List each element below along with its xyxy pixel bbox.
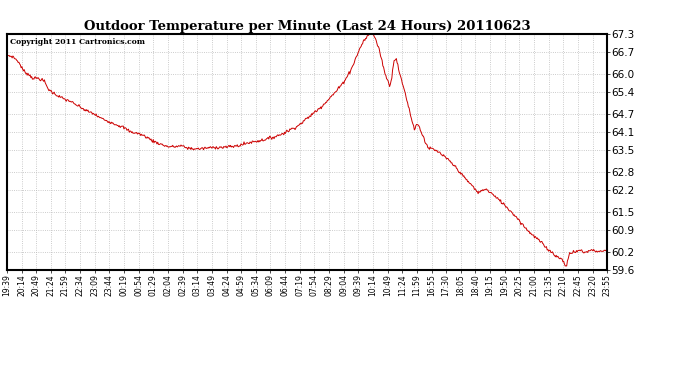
Text: Copyright 2011 Cartronics.com: Copyright 2011 Cartronics.com: [10, 39, 145, 46]
Title: Outdoor Temperature per Minute (Last 24 Hours) 20110623: Outdoor Temperature per Minute (Last 24 …: [83, 20, 531, 33]
